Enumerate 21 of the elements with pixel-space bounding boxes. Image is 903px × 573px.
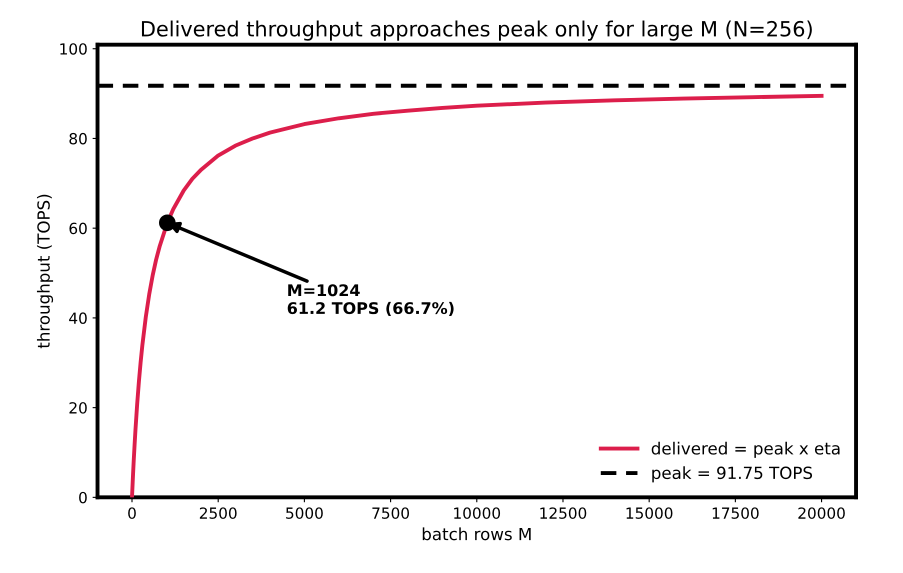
- x-tick-label: 20000: [798, 507, 845, 519]
- y-tick-label: 80: [69, 132, 87, 144]
- x-tick-label: 17500: [712, 507, 759, 519]
- y-tick-label: 0: [79, 492, 87, 504]
- y-tick-label: 40: [69, 312, 87, 324]
- x-tick-label: 2500: [200, 507, 237, 519]
- x-tick-label: 12500: [540, 507, 586, 519]
- x-tick-label: 5000: [286, 507, 323, 519]
- chart-title: Delivered throughput approaches peak only for large M (N=256): [142, 20, 812, 41]
- y-axis-title: throughput (TOPS): [36, 194, 54, 348]
- legend-label: peak = 91.75 TOPS: [652, 466, 812, 482]
- y-tick-label: 60: [69, 222, 87, 234]
- y-tick-label: 20: [69, 402, 87, 414]
- x-axis-title: batch rows M: [422, 527, 531, 540]
- x-tick-label: 10000: [454, 507, 500, 519]
- x-tick-label: 0: [128, 507, 136, 519]
- x-tick-label: 15000: [626, 507, 672, 519]
- legend-label: delivered = peak x eta: [652, 442, 840, 458]
- y-tick-label: 100: [60, 43, 87, 55]
- x-tick-label: 7500: [372, 507, 410, 519]
- annotation: M=1024 61.2 TOPS (66.7%): [288, 284, 454, 316]
